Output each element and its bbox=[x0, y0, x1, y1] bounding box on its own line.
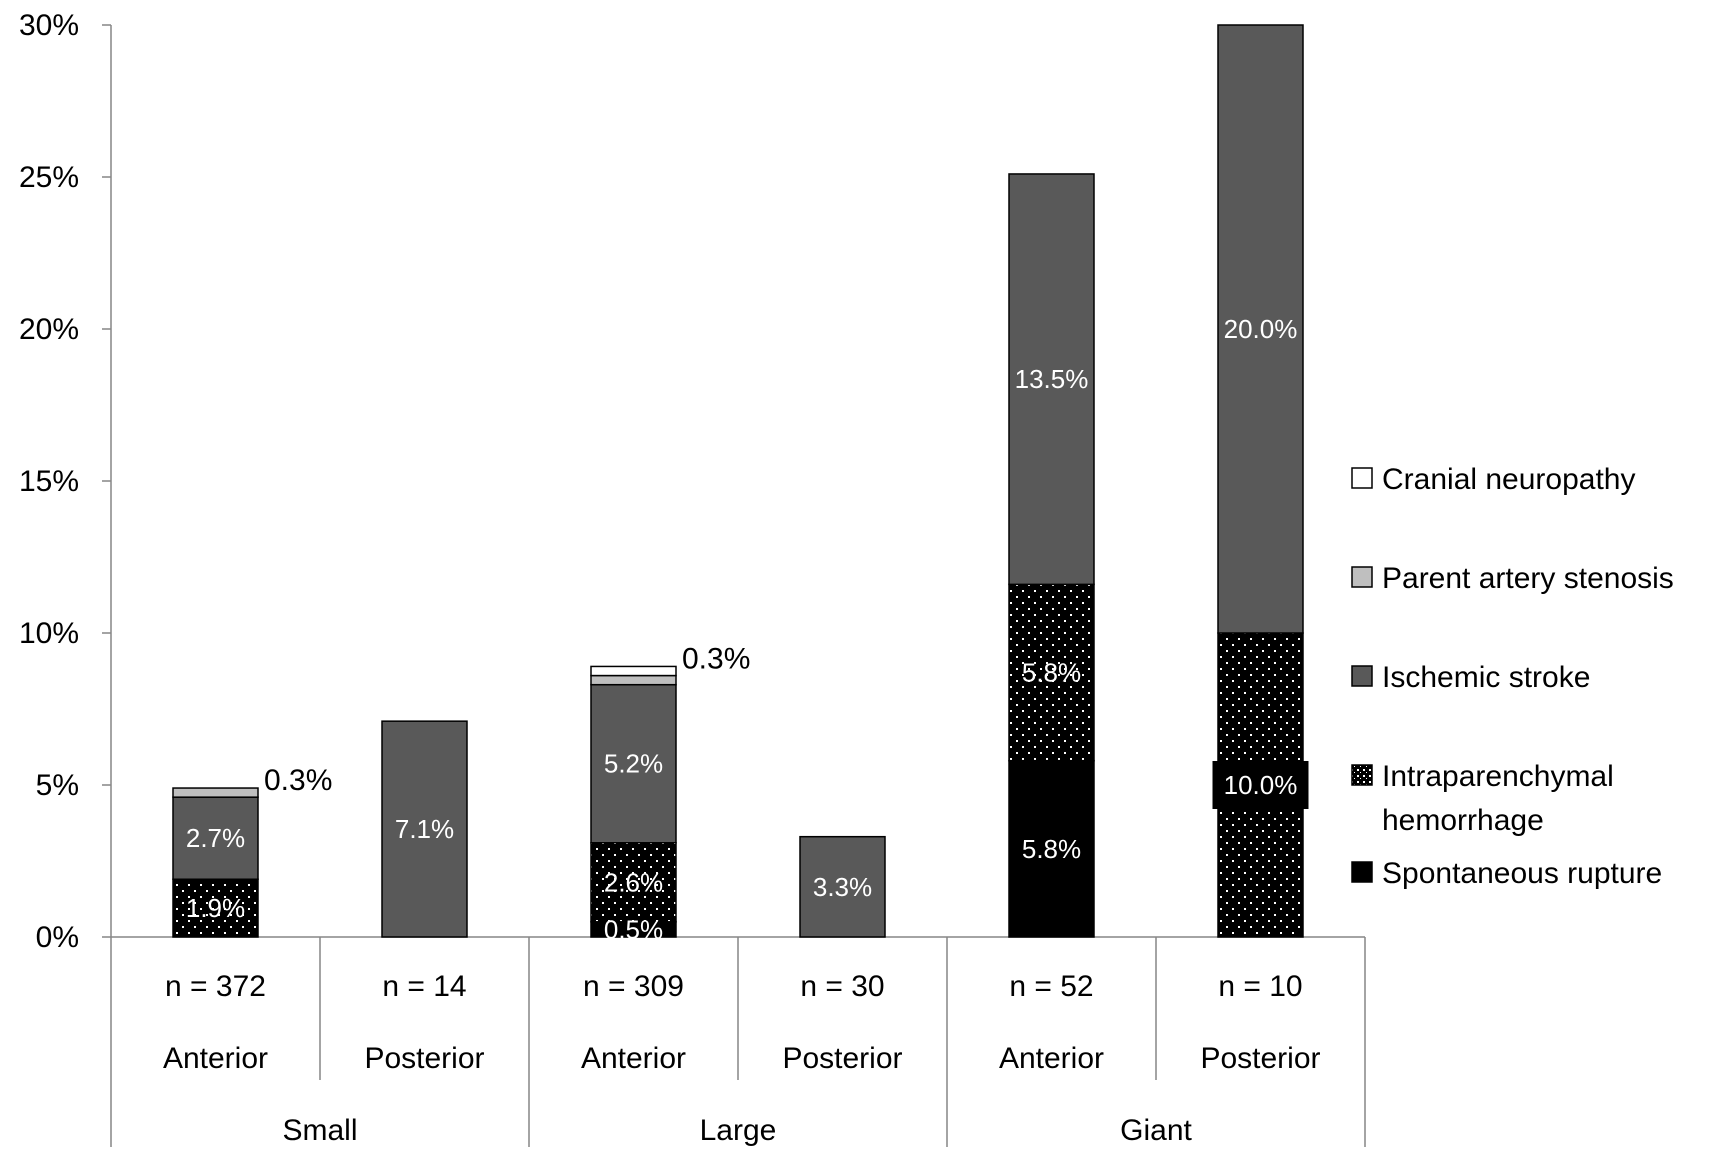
legend-swatch bbox=[1351, 861, 1373, 883]
category-location-label: Posterior bbox=[364, 1042, 484, 1075]
y-tick-label: 10% bbox=[19, 617, 79, 650]
category-count-label: n = 52 bbox=[1009, 970, 1093, 1003]
legend-swatch bbox=[1351, 467, 1373, 489]
bar-segment bbox=[590, 665, 677, 677]
y-tick-label: 20% bbox=[19, 313, 79, 346]
bar-segment bbox=[172, 796, 259, 880]
category-location-label: Posterior bbox=[1200, 1042, 1320, 1075]
bar-segment bbox=[1008, 173, 1095, 586]
category-location-label: Anterior bbox=[999, 1042, 1104, 1075]
bar-segment bbox=[590, 674, 677, 686]
legend-label: Cranial neuropathy bbox=[1382, 463, 1636, 496]
data-label: 0.3% bbox=[264, 764, 332, 797]
y-tick-label: 25% bbox=[19, 161, 79, 194]
data-label: 13.5% bbox=[1015, 364, 1089, 394]
data-label: 2.7% bbox=[186, 823, 245, 853]
legend: Cranial neuropathy Parent artery stenosis… bbox=[1351, 463, 1674, 890]
legend-swatch bbox=[1351, 566, 1373, 588]
legend-label-line: Ischemic stroke bbox=[1382, 661, 1590, 694]
y-tick-label: 15% bbox=[19, 465, 79, 498]
legend-label-line: Spontaneous rupture bbox=[1382, 857, 1662, 890]
bar-segment bbox=[799, 835, 886, 938]
data-label: 0.3% bbox=[682, 642, 750, 675]
legend-label-line: Intraparenchymal bbox=[1382, 760, 1614, 793]
y-tick-label: 5% bbox=[36, 769, 79, 802]
group-label: Large bbox=[700, 1114, 777, 1147]
bar-segment bbox=[1217, 24, 1304, 634]
data-label: 20.0% bbox=[1224, 314, 1298, 344]
legend-swatch bbox=[1351, 764, 1373, 786]
category-count-label: n = 14 bbox=[382, 970, 466, 1003]
category-count-label: n = 10 bbox=[1218, 970, 1302, 1003]
legend-label-line: Parent artery stenosis bbox=[1382, 562, 1674, 595]
category-location-label: Anterior bbox=[163, 1042, 268, 1075]
bar-segment bbox=[590, 683, 677, 844]
axes: 0% 5% 10% 15% 20% 25% 30% n = 372 Anterior n = 14… bbox=[19, 9, 1366, 1150]
group-label: Small bbox=[282, 1114, 357, 1147]
data-label: 1.9% bbox=[186, 893, 245, 923]
legend-label: Intraparenchymal hemorrhage bbox=[1382, 760, 1614, 837]
data-label: 5.8% bbox=[1022, 834, 1081, 864]
legend-label-line: Cranial neuropathy bbox=[1382, 463, 1636, 496]
legend-swatch bbox=[1351, 665, 1373, 687]
category-location-label: Posterior bbox=[782, 1042, 902, 1075]
bar-segment bbox=[1008, 759, 1095, 938]
category-count-label: n = 372 bbox=[165, 970, 266, 1003]
y-tick-label: 30% bbox=[19, 9, 79, 42]
bar-segment bbox=[172, 787, 259, 798]
data-label: 5.8% bbox=[1022, 658, 1081, 688]
data-label-box bbox=[1212, 761, 1309, 809]
data-label: 0.5% bbox=[604, 914, 663, 944]
legend-label-line: hemorrhage bbox=[1382, 804, 1544, 837]
category-count-label: n = 30 bbox=[800, 970, 884, 1003]
data-label: 5.2% bbox=[604, 749, 663, 779]
data-label: 10.0% bbox=[1224, 770, 1298, 800]
y-tick-label: 0% bbox=[36, 921, 79, 954]
bars bbox=[172, 24, 1304, 938]
legend-label: Spontaneous rupture bbox=[1382, 857, 1662, 890]
data-label: 3.3% bbox=[813, 872, 872, 902]
legend-label: Ischemic stroke bbox=[1382, 661, 1590, 694]
data-label: 7.1% bbox=[395, 814, 454, 844]
group-label: Giant bbox=[1120, 1114, 1192, 1147]
legend-label: Parent artery stenosis bbox=[1382, 562, 1674, 595]
category-count-label: n = 309 bbox=[583, 970, 684, 1003]
bar-segment bbox=[381, 720, 468, 938]
bar-segment bbox=[172, 878, 259, 938]
bar-segment bbox=[1008, 583, 1095, 762]
bar-segment bbox=[590, 842, 677, 923]
data-labels: 1.9% 2.7% 0.3% 7.1% 0.5% 2.6% 5.2% 0.3% 3.3% 5.8%… bbox=[186, 314, 1309, 944]
category-location-label: Anterior bbox=[581, 1042, 686, 1075]
data-label: 2.6% bbox=[604, 867, 663, 897]
